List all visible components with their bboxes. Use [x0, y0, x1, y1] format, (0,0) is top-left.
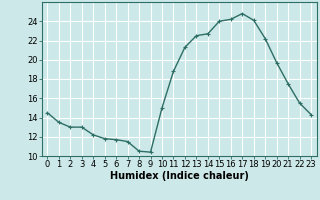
- X-axis label: Humidex (Indice chaleur): Humidex (Indice chaleur): [110, 171, 249, 181]
